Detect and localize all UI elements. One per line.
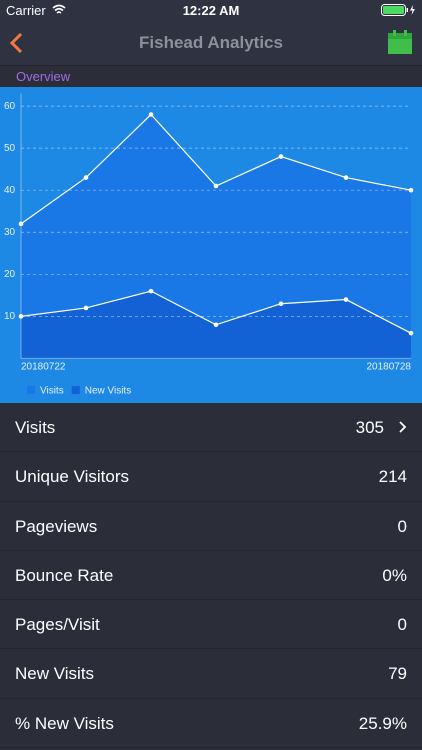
- metric-value: 0: [397, 516, 407, 536]
- calendar-button[interactable]: [388, 30, 412, 54]
- metrics-list: Visits 305 Unique Visitors 214 Pageviews 0 Bou…: [0, 403, 422, 749]
- legend-swatch: [71, 386, 80, 394]
- y-tick-label: 30: [4, 227, 16, 238]
- section-title: Overview: [16, 69, 71, 84]
- metric-row: Unique Visitors 214: [0, 452, 422, 502]
- metric-row: Pages/Visit 0: [0, 600, 422, 650]
- metric-label: Visits: [15, 418, 56, 437]
- carrier: Carrier: [6, 3, 46, 18]
- section-header: Overview: [0, 66, 422, 87]
- data-point: [213, 322, 219, 328]
- metric-label: % New Visits: [15, 713, 114, 733]
- data-point: [278, 301, 284, 307]
- x-tick-label: 20180722: [21, 362, 66, 373]
- data-point: [83, 305, 89, 311]
- time: 12:22 AM: [182, 3, 240, 18]
- metric-label: Pages/Visit: [15, 615, 100, 635]
- chevron: [399, 421, 407, 433]
- y-tick-label: 60: [4, 101, 16, 112]
- status-bar: Carrier 12:22 AM: [0, 0, 422, 20]
- data-point: [278, 154, 284, 159]
- series-area: [21, 114, 411, 359]
- data-point: [148, 112, 154, 117]
- metric-label: Pageviews: [15, 516, 98, 536]
- data-point: [343, 297, 349, 302]
- metric-label: New Visits: [15, 664, 95, 684]
- legend-swatch: [27, 386, 35, 394]
- metric-row: Pageviews 0: [0, 502, 422, 551]
- y-tick-label: 40: [4, 185, 16, 196]
- metric-row[interactable]: Visits 305: [0, 403, 422, 453]
- metric-value: 79: [388, 664, 407, 684]
- data-point: [148, 288, 154, 294]
- data-point: [408, 187, 414, 193]
- metric-label: Unique Visitors: [15, 467, 130, 487]
- metric-label: Bounce Rate: [15, 565, 114, 585]
- data-point: [408, 330, 414, 336]
- battery-icon: [381, 4, 415, 16]
- data-point: [343, 175, 349, 180]
- metric-row: Bounce Rate 0%: [0, 551, 422, 601]
- back-button[interactable]: [8, 32, 24, 54]
- nav-bar: Fishead Analytics: [0, 20, 422, 66]
- legend-label: Visits: [40, 386, 64, 397]
- x-tick-label: 20180728: [367, 362, 412, 373]
- data-point: [18, 221, 24, 227]
- y-tick-label: 10: [4, 311, 16, 322]
- metric-row: % New Visits 25.9%: [0, 699, 422, 749]
- wifi-icon: [52, 4, 66, 14]
- chart: 10 20 30 40 50 60 20180722 20180728 Visits New Vi…: [0, 87, 422, 403]
- y-tick-label: 20: [4, 269, 16, 280]
- metric-value: 25.9%: [358, 713, 407, 733]
- metric-value: 305: [355, 418, 384, 437]
- metric-value: 0%: [382, 565, 407, 585]
- y-tick-label: 50: [4, 143, 16, 154]
- data-point: [83, 175, 89, 180]
- data-point: [18, 314, 24, 319]
- nav-title: Fishead Analytics: [139, 33, 283, 52]
- metric-value: 214: [378, 467, 407, 487]
- metric-value: 0: [397, 615, 407, 635]
- metric-row: New Visits 79: [0, 649, 422, 699]
- legend-label: New Visits: [85, 386, 132, 397]
- data-point: [213, 183, 219, 189]
